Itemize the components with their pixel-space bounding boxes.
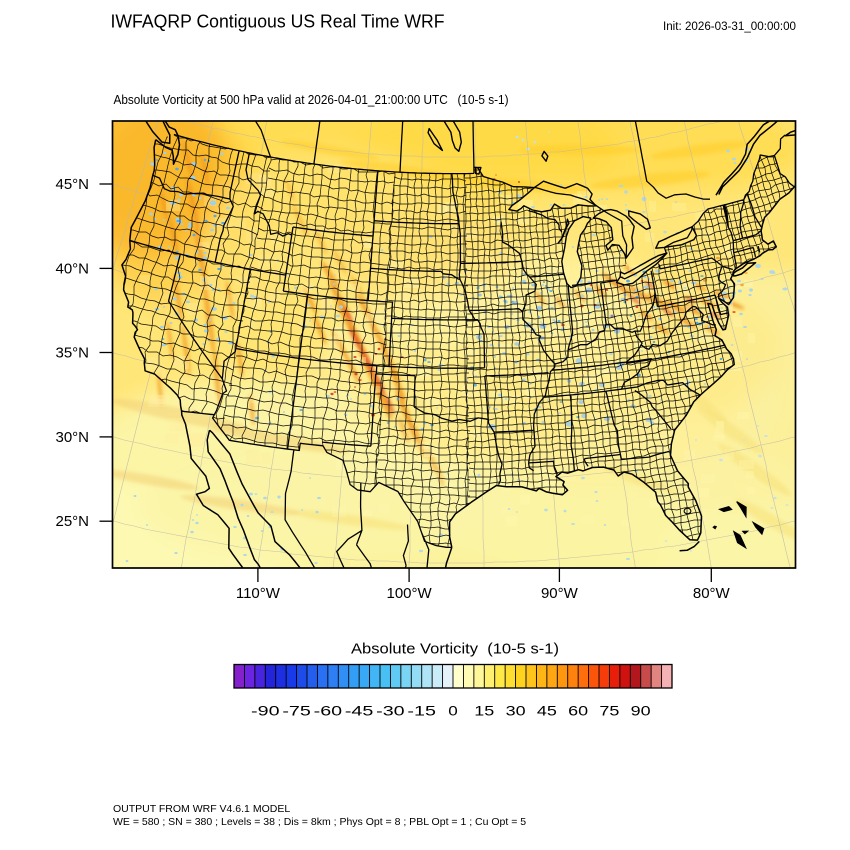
svg-text:IWFAQRP Contiguous US Real Tim: IWFAQRP Contiguous US Real Time WRF — [111, 12, 445, 32]
svg-text:100°W: 100°W — [387, 585, 433, 602]
svg-text:-45: -45 — [345, 704, 374, 719]
svg-text:45°N: 45°N — [55, 176, 89, 193]
svg-text:-60: -60 — [314, 704, 343, 719]
svg-text:0: 0 — [448, 704, 458, 719]
svg-text:25°N: 25°N — [55, 513, 89, 530]
svg-text:30: 30 — [506, 704, 526, 719]
svg-text:80°W: 80°W — [693, 585, 731, 602]
svg-text:90: 90 — [631, 704, 651, 719]
svg-text:15: 15 — [474, 704, 494, 719]
svg-text:35°N: 35°N — [55, 345, 89, 362]
svg-text:WE = 580 ; SN = 380 ; Levels =: WE = 580 ; SN = 380 ; Levels = 38 ; Dis … — [113, 816, 526, 828]
svg-text:90°W: 90°W — [541, 585, 579, 602]
svg-text:60: 60 — [568, 704, 588, 719]
svg-text:40°N: 40°N — [55, 260, 89, 277]
svg-text:-15: -15 — [407, 704, 436, 719]
svg-text:Init: 2026-03-31_00:00:00: Init: 2026-03-31_00:00:00 — [663, 21, 796, 33]
svg-text:-30: -30 — [376, 704, 405, 719]
svg-text:-75: -75 — [282, 704, 311, 719]
svg-text:45: 45 — [537, 704, 557, 719]
svg-text:30°N: 30°N — [55, 429, 89, 446]
svg-text:Absolute Vorticity at 500 hPa: Absolute Vorticity at 500 hPa valid at 2… — [114, 93, 509, 107]
svg-text:Absolute Vorticity (10-5 s-1): Absolute Vorticity (10-5 s-1) — [351, 641, 559, 658]
svg-text:-90: -90 — [251, 704, 280, 719]
svg-text:110°W: 110°W — [236, 585, 281, 602]
svg-text:75: 75 — [599, 704, 619, 719]
svg-text:OUTPUT FROM WRF V4.6.1 MODEL: OUTPUT FROM WRF V4.6.1 MODEL — [113, 803, 290, 815]
